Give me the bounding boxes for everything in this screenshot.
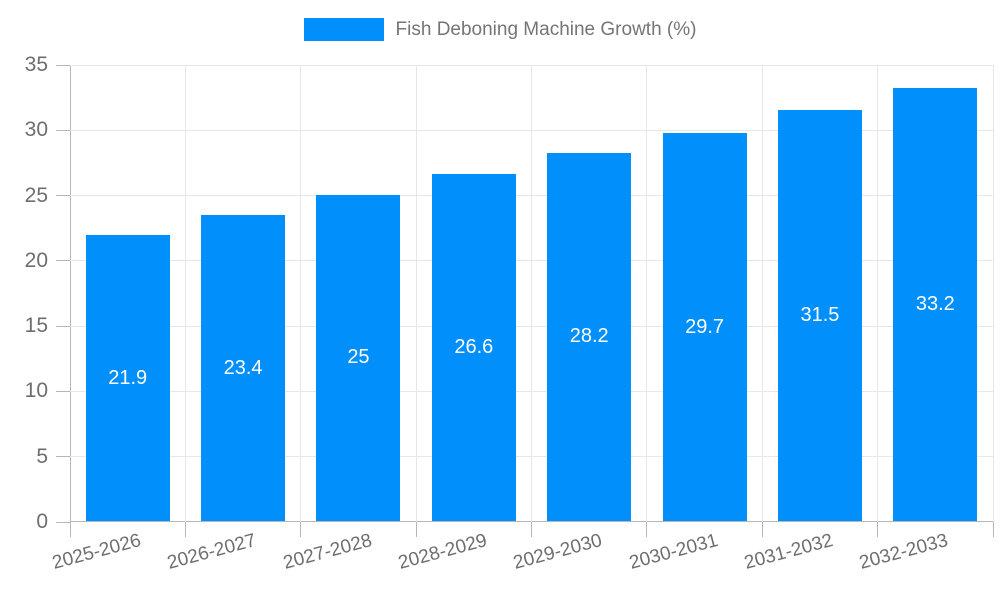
y-axis-tick [56,64,70,66]
bar-value-label: 26.6 [454,335,494,358]
bar[interactable]: 23.4 [201,215,286,521]
bar-value-label: 23.4 [223,356,263,379]
x-axis-tick [761,522,763,537]
y-tick-label: 0 [36,510,48,533]
bar[interactable]: 29.7 [662,133,747,521]
y-axis-tick [56,456,70,458]
y-tick-label: 10 [24,379,48,403]
y-axis-tick [56,390,70,392]
bar[interactable]: 28.2 [547,152,632,521]
x-axis-tick [992,522,994,537]
y-tick-label: 5 [36,444,48,468]
gridline-vertical [300,65,302,522]
x-axis-tick [877,522,879,537]
y-axis-tick [56,260,70,262]
y-tick-label: 35 [24,53,48,76]
bar[interactable]: 26.6 [431,173,516,521]
x-axis-tick [300,522,302,537]
legend-item[interactable]: Fish Deboning Machine Growth (%) [303,18,697,41]
bar[interactable]: 33.2 [893,87,978,521]
chart-legend: Fish Deboning Machine Growth (%) [0,18,1000,41]
y-tick-label: 15 [24,314,48,338]
bar-value-label: 28.2 [569,325,609,348]
y-axis-tick [56,521,70,523]
gridline-vertical [761,65,763,522]
x-tick-label: 2026-2027 [165,530,259,574]
bar[interactable]: 21.9 [85,235,170,521]
bar-value-label: 25 [347,346,370,369]
y-tick-label: 20 [24,248,48,272]
bar-value-label: 31.5 [800,303,840,326]
x-axis-tick [415,522,417,537]
x-tick-label: 2029-2030 [511,530,605,574]
bar-value-label: 21.9 [108,366,148,389]
plot-area: 21.9 23.4 25 26.6 28.2 29.7 31.5 33.2 [56,64,994,537]
x-tick-label: 2025-2026 [49,530,144,574]
y-tick-label: 25 [24,183,48,207]
y-axis-tick [56,129,70,131]
x-tick-label: 2031-2032 [742,530,836,574]
y-axis-tick [56,195,70,197]
x-tick-label: 2032-2033 [857,530,951,574]
x-tick-label: 2028-2029 [396,530,490,574]
gridline-vertical [646,65,648,522]
legend-swatch-icon [303,18,384,41]
gridline-vertical [992,65,994,522]
legend-label: Fish Deboning Machine Growth (%) [395,18,697,40]
gridline-vertical [531,65,532,522]
bar-value-label: 29.7 [685,315,725,338]
x-axis-tick [69,522,71,537]
gridline-vertical [415,65,417,522]
bar[interactable]: 31.5 [777,109,862,521]
bar-value-label: 33.2 [915,292,955,315]
y-tick-label: 30 [24,118,48,142]
y-axis-line [70,65,71,537]
x-axis-tick [646,522,648,537]
x-tick-label: 2030-2031 [626,530,720,574]
x-axis-tick [184,522,186,537]
x-tick-label: 2027-2028 [280,530,374,574]
x-axis-tick [531,522,532,537]
y-axis-tick [56,325,70,327]
gridline-vertical [877,65,879,522]
bar[interactable]: 25 [316,194,401,521]
gridline-vertical [184,65,186,522]
